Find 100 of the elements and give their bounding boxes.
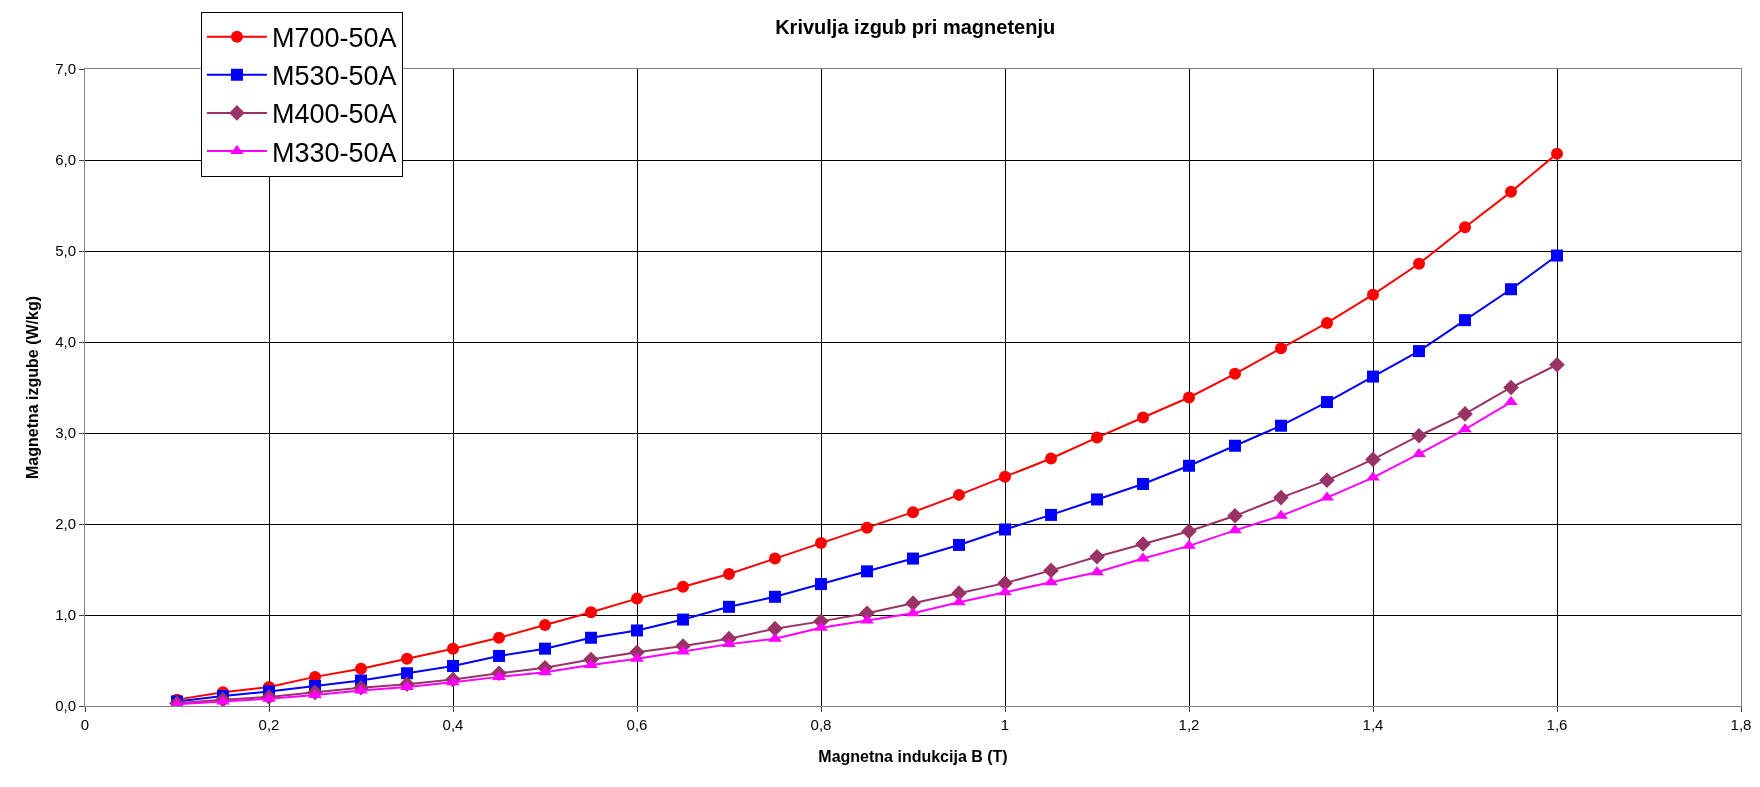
point: [631, 624, 643, 637]
point: [861, 565, 873, 578]
x-tick-label: 0,8: [810, 716, 832, 733]
point: [400, 680, 414, 690]
point: [1457, 406, 1473, 422]
point: [1320, 491, 1334, 501]
point: [1275, 419, 1287, 432]
point: [1503, 379, 1519, 396]
point: [539, 619, 551, 631]
y-tick-label: 4,0: [55, 333, 76, 351]
point: [1459, 221, 1471, 234]
point: [677, 580, 689, 593]
point: [216, 695, 230, 705]
x-tick-label: 1,6: [1546, 716, 1568, 733]
x-tick-label: 0,2: [258, 716, 280, 733]
x-tick-label: 1,4: [1362, 716, 1384, 733]
y-tick-label: 1,0: [55, 606, 76, 624]
point: [1273, 489, 1289, 506]
point: [769, 552, 781, 565]
point: [769, 590, 781, 603]
point: [631, 592, 643, 605]
point: [907, 506, 919, 519]
point: [1183, 459, 1195, 472]
point: [1413, 345, 1425, 358]
point: [1321, 396, 1333, 409]
point: [401, 667, 413, 680]
point: [999, 523, 1011, 536]
y-tick-label: 6,0: [55, 151, 76, 169]
point: [492, 670, 506, 680]
point: [493, 649, 505, 662]
point: [1551, 249, 1563, 262]
point: [1137, 477, 1149, 490]
point: [1367, 288, 1379, 301]
x-tick-label: 1,2: [1178, 716, 1200, 733]
point: [355, 662, 367, 675]
point: [907, 552, 919, 565]
point: [1044, 576, 1058, 586]
point: [1504, 396, 1518, 406]
point: [676, 645, 690, 655]
y-axis-title: Magnetna izgube (W/kg): [24, 295, 42, 480]
legend-label: M400-50A: [271, 99, 397, 130]
point: [1413, 257, 1425, 270]
point: [1229, 367, 1241, 380]
point: [1365, 451, 1381, 468]
point: [1181, 523, 1197, 540]
point: [630, 652, 644, 662]
point: [1366, 471, 1380, 481]
point: [493, 631, 505, 644]
point: [1091, 493, 1103, 506]
point: [1274, 509, 1288, 519]
point: [354, 684, 368, 694]
y-tick-label: 0,0: [55, 697, 76, 715]
y-tick-label: 5,0: [55, 242, 76, 260]
point: [1045, 452, 1057, 465]
point: [308, 689, 322, 699]
point: [1090, 566, 1104, 576]
point: [860, 614, 874, 624]
point: [1505, 283, 1517, 296]
point: [1367, 370, 1379, 383]
point: [1321, 316, 1333, 329]
point: [1551, 147, 1563, 160]
x-tick-label: 1,8: [1730, 716, 1752, 733]
legend-label: M700-50A: [271, 23, 397, 54]
point: [447, 659, 459, 672]
y-tick-label: 3,0: [55, 424, 76, 442]
point: [1319, 472, 1335, 489]
point: [446, 676, 460, 686]
point: [1045, 508, 1057, 521]
chart-title: Krivulja izgub pri magnetenju: [775, 15, 1056, 38]
x-tick-label: 0,6: [626, 716, 648, 733]
point: [401, 652, 413, 665]
point: [906, 607, 920, 617]
point: [1549, 356, 1565, 373]
point: [1458, 423, 1472, 433]
point: [815, 537, 827, 550]
x-axis-title: Magnetna indukcija B (T): [818, 747, 1008, 765]
point: [1182, 539, 1196, 549]
legend-label: M530-50A: [271, 61, 397, 92]
point: [998, 586, 1012, 596]
x-tick-label: 1: [1000, 716, 1010, 733]
point: [538, 666, 552, 676]
point: [1412, 447, 1426, 457]
point: [1089, 548, 1105, 565]
point: [953, 538, 965, 551]
y-tick-label: 7,0: [55, 60, 76, 78]
point: [1505, 185, 1517, 198]
point: [585, 606, 597, 619]
point: [1459, 314, 1471, 327]
point: [1137, 411, 1149, 424]
point: [723, 600, 735, 613]
point: [1136, 552, 1150, 562]
point: [1229, 439, 1241, 452]
point: [767, 620, 783, 637]
point: [1411, 427, 1427, 444]
point: [539, 642, 551, 655]
x-tick-label: 0: [80, 716, 90, 733]
point: [723, 568, 735, 581]
point: [814, 621, 828, 631]
point: [585, 631, 597, 644]
point: [953, 488, 965, 501]
